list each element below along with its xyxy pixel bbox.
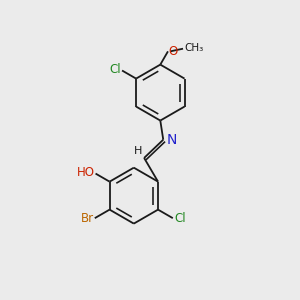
Text: HO: HO (76, 167, 94, 179)
Text: H: H (134, 146, 142, 156)
Text: Br: Br (80, 212, 94, 225)
Text: Cl: Cl (174, 212, 186, 225)
Text: Cl: Cl (109, 63, 121, 76)
Text: CH₃: CH₃ (184, 43, 203, 53)
Text: O: O (169, 45, 178, 58)
Text: N: N (166, 133, 177, 147)
